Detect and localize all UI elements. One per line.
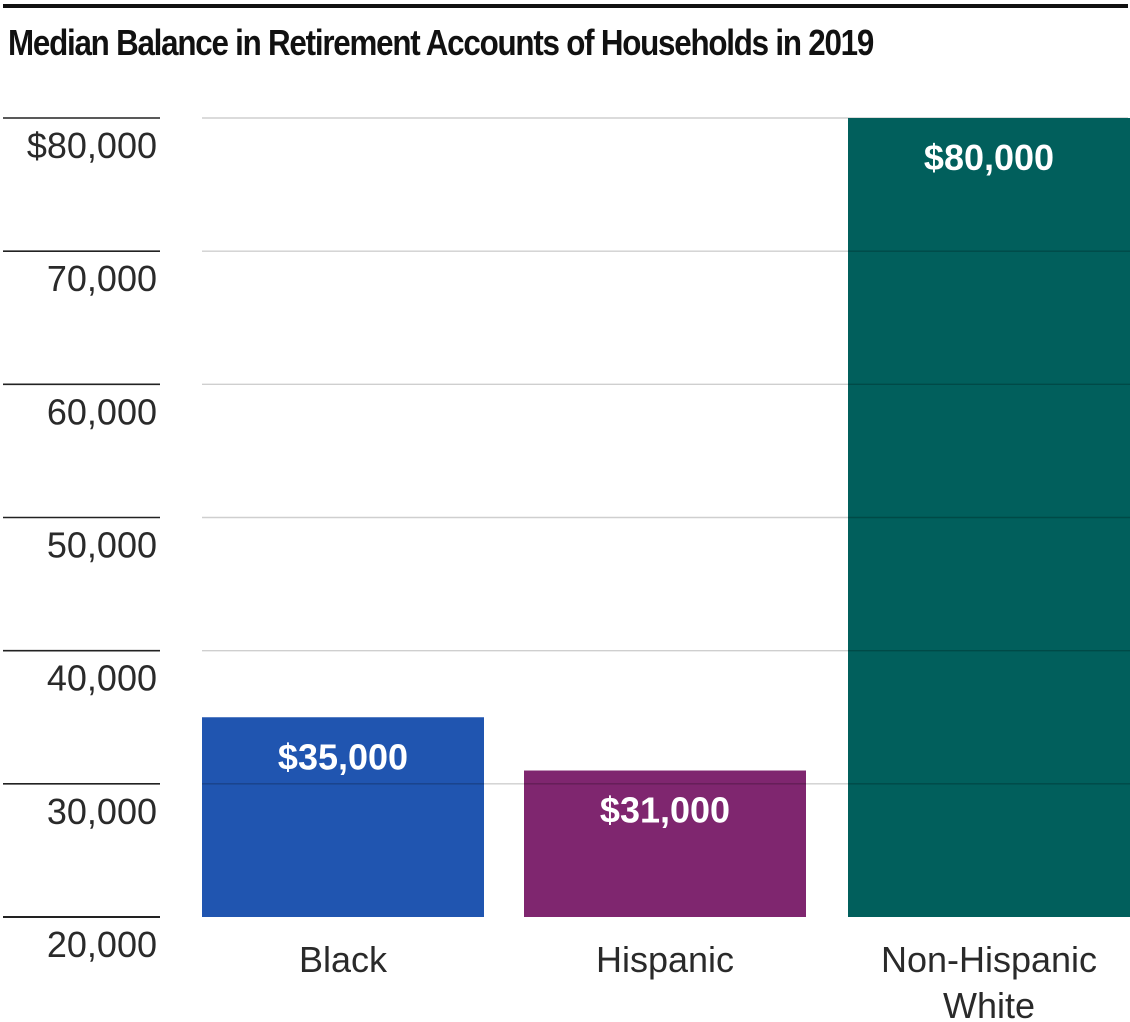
chart-title: Median Balance in Retirement Accounts of… bbox=[8, 22, 874, 63]
x-category-label: Black bbox=[299, 939, 388, 980]
y-tick-label: 70,000 bbox=[47, 258, 157, 299]
top-rule bbox=[3, 4, 1128, 8]
x-category-label: Non-Hispanic bbox=[881, 939, 1097, 980]
y-tick-label: $80,000 bbox=[27, 125, 157, 166]
x-category-label: White bbox=[943, 985, 1035, 1022]
bar bbox=[524, 770, 806, 917]
data-label: $80,000 bbox=[924, 137, 1054, 178]
y-axis: 20,000 30,000 40,000 50,000 60,000 70,000 $80,… bbox=[3, 117, 160, 965]
data-label: $31,000 bbox=[600, 790, 730, 831]
gridlines-over-bars bbox=[202, 250, 1130, 785]
x-axis: Black Hispanic Non-Hispanic White bbox=[299, 939, 1097, 1022]
y-tick-label: 60,000 bbox=[47, 391, 157, 432]
x-category-label: Hispanic bbox=[596, 939, 734, 980]
data-labels: $35,000 $31,000 $80,000 bbox=[278, 137, 1054, 831]
y-tick-label: 40,000 bbox=[47, 658, 157, 699]
data-label: $35,000 bbox=[278, 736, 408, 777]
bar bbox=[848, 118, 1130, 917]
bars bbox=[202, 118, 1130, 917]
y-tick-label: 30,000 bbox=[47, 791, 157, 832]
y-tick-label: 50,000 bbox=[47, 525, 157, 566]
bar bbox=[202, 717, 484, 917]
y-tick-label: 20,000 bbox=[47, 924, 157, 965]
